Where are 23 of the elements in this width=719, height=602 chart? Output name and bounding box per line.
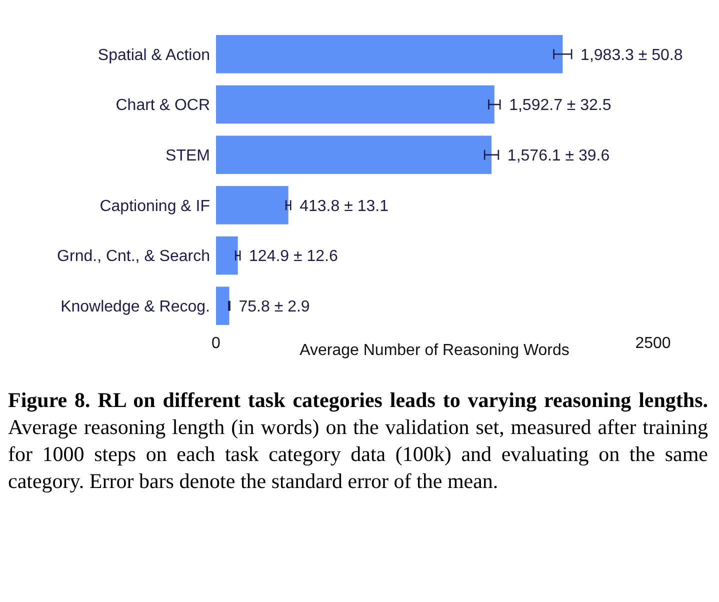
data-label: 124.9 ± 12.6 <box>249 248 338 266</box>
bar <box>216 186 288 224</box>
data-label: 1,576.1 ± 39.6 <box>507 147 610 164</box>
y-tick-label: Captioning & IF <box>100 198 210 215</box>
bar <box>216 85 494 124</box>
bar <box>216 236 238 275</box>
text: Figure 8. RL on different task categories leads to varying reasoning lengths. <box>8 388 708 412</box>
y-tick-label: Knowledge & Recog. <box>60 298 210 316</box>
data-label: 1,592.7 ± 32.5 <box>509 97 612 114</box>
data-label: 1,983.3 ± 50.8 <box>580 46 683 64</box>
y-tick-label: STEM <box>166 147 210 164</box>
bar <box>216 286 230 325</box>
bar <box>216 136 492 174</box>
y-tick-label: Chart & OCR <box>116 97 210 114</box>
y-tick-label: Spatial & Action <box>98 46 210 64</box>
data-label: 75.8 ± 2.9 <box>238 298 310 316</box>
x-tick-label: 2500 <box>635 335 671 352</box>
bar <box>216 35 563 74</box>
data-label: 413.8 ± 13.1 <box>300 198 389 215</box>
y-tick-label: Grnd., Cnt., & Search <box>57 248 210 266</box>
text: Average reasoning length (in words) on the validation set, measured after training for 1000 steps on each task category data (100k) and evaluating on the same category. Error bars denote the standard error of the mean. <box>8 415 708 493</box>
x-axis-title: Average Number of Reasoning Words <box>300 342 570 359</box>
x-tick-label: 0 <box>212 335 221 352</box>
